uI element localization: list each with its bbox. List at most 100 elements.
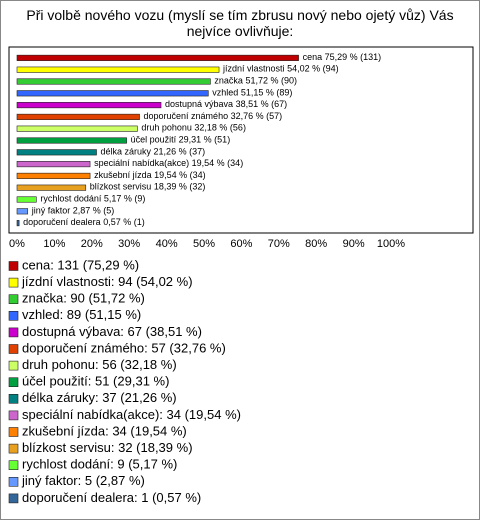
x-tick-label: 60% (230, 238, 252, 250)
bar-category: cena (303, 52, 323, 62)
bar (16, 220, 20, 227)
bar-value-label: 32,18 % (56) (194, 123, 246, 133)
legend-label: zkušební jízda: 34 (19,54 %) (22, 423, 187, 438)
bar-label: blízkost servisu 18,39 % (32) (90, 182, 206, 192)
bar-category: doporučení dealera (23, 217, 101, 227)
legend-swatch (8, 261, 19, 271)
bar (16, 137, 127, 144)
legend-swatch (8, 377, 19, 388)
bar-category: jiný faktor (31, 206, 71, 216)
legend-swatch (8, 460, 19, 471)
bar-category: vzhled (212, 88, 238, 98)
x-tick-label: 10% (43, 238, 65, 250)
legend-swatch (8, 344, 19, 354)
bar (16, 113, 140, 120)
bar-value-label: 21,26 % (37) (154, 147, 206, 157)
x-tick-label: 0% (9, 238, 25, 250)
legend-swatch (8, 277, 19, 288)
legend-swatch (8, 493, 19, 504)
bar-value-label: 2,87 % (5) (73, 206, 115, 216)
x-tick-label: 50% (193, 238, 215, 250)
bar-label: dostupná výbava 38,51 % (67) (165, 99, 287, 109)
legend-label: druh pohonu: 56 (32,18 %) (22, 357, 177, 372)
bar-category: dostupná výbava (165, 99, 233, 109)
bar-label: speciální nabídka(akce) 19,54 % (34) (94, 158, 243, 168)
bar (16, 54, 299, 61)
legend-swatch (8, 294, 19, 305)
legend-swatch (8, 327, 19, 338)
bar-category: rychlost dodání (40, 194, 102, 204)
bar-label: značka 51,72 % (90) (214, 76, 297, 86)
bar-category: jízdní vlastnosti (222, 64, 285, 74)
bar-category: speciální nabídka(akce) (94, 158, 189, 168)
bar-value-label: 32,76 % (57) (231, 111, 283, 121)
legend-label: vzhled: 89 (51,15 %) (22, 307, 141, 322)
plot-frame (8, 46, 474, 234)
bar-label: jiný faktor 2,87 % (5) (31, 206, 115, 216)
bar-value-label: 19,54 % (34) (192, 158, 244, 168)
legend-swatch (8, 410, 19, 421)
legend-label: cena: 131 (75,29 %) (22, 257, 139, 272)
bar-label: délka záruky 21,26 % (37) (101, 147, 206, 157)
legend-label: značka: 90 (51,72 %) (22, 291, 145, 306)
bar-category: zkušební jízda (94, 170, 152, 180)
legend-label: speciální nabídka(akce): 34 (19,54 %) (22, 407, 241, 422)
bar (16, 78, 211, 85)
x-tick-label: 40% (156, 238, 178, 250)
bar-category: druh pohonu (141, 123, 192, 133)
bar (16, 102, 162, 109)
bar-label: rychlost dodání 5,17 % (9) (40, 194, 145, 204)
bar-category: blízkost servisu (90, 182, 152, 192)
legend-label: doporučení dealera: 1 (0,57 %) (22, 490, 201, 505)
legend-swatch (8, 360, 19, 371)
bar-value-label: 19,54 % (34) (154, 170, 206, 180)
bar-value-label: 75,29 % (131) (325, 52, 382, 62)
x-tick-label: 80% (305, 238, 327, 250)
bar-label: doporučení dealera 0,57 % (1) (23, 217, 145, 227)
bar-value-label: 18,39 % (32) (154, 182, 206, 192)
bar (16, 196, 37, 203)
bar-label: cena 75,29 % (131) (303, 52, 382, 62)
bar-label: účel použití 29,31 % (51) (131, 135, 231, 145)
bar-category: doporučení známého (144, 111, 229, 121)
legend-label: doporučení známého: 57 (32,76 %) (22, 340, 226, 355)
bar-category: délka záruky (101, 147, 152, 157)
legend-swatch (8, 476, 19, 487)
legend-label: blízkost servisu: 32 (18,39 %) (22, 440, 193, 455)
legend-swatch (8, 310, 19, 321)
bar-category: značka (214, 76, 243, 86)
bar (16, 208, 29, 215)
bar-value-label: 29,31 % (51) (179, 135, 231, 145)
bar-label: zkušební jízda 19,54 % (34) (94, 170, 206, 180)
legend-label: rychlost dodání: 9 (5,17 %) (22, 457, 177, 472)
x-tick-label: 30% (118, 238, 140, 250)
bar (16, 125, 138, 132)
legend-label: dostupná výbava: 67 (38,51 %) (22, 324, 202, 339)
legend-swatch (8, 427, 19, 437)
bar-label: jízdní vlastnosti 54,02 % (94) (222, 64, 339, 74)
bar-category: účel použití (131, 135, 177, 145)
bar-value-label: 38,51 % (67) (236, 99, 288, 109)
legend-swatch (8, 393, 19, 404)
bar (16, 172, 91, 179)
legend-label: jiný faktor: 5 (2,87 %) (21, 473, 145, 488)
legend-label: délka záruky: 37 (21,26 %) (22, 390, 177, 405)
legend-label: účel použití: 51 (29,31 %) (22, 374, 169, 389)
bar-value-label: 51,72 % (90) (245, 76, 297, 86)
bar (16, 161, 91, 168)
bar-value-label: 51,15 % (89) (241, 88, 293, 98)
x-tick-label: 70% (268, 238, 290, 250)
bar (16, 184, 87, 191)
bar-value-label: 54,02 % (94) (287, 64, 339, 74)
x-tick-label: 100% (377, 238, 405, 250)
bar-label: doporučení známého 32,76 % (57) (144, 111, 283, 121)
x-tick-label: 20% (81, 238, 103, 250)
bar (16, 149, 97, 156)
legend-swatch (8, 443, 19, 454)
legend-label: jízdní vlastnosti: 94 (54,02 %) (21, 274, 193, 289)
bar-label: druh pohonu 32,18 % (56) (141, 123, 246, 133)
chart-title: Při volbě nového vozu (myslí se tím zbru… (26, 7, 454, 39)
bar-label: vzhled 51,15 % (89) (212, 88, 292, 98)
